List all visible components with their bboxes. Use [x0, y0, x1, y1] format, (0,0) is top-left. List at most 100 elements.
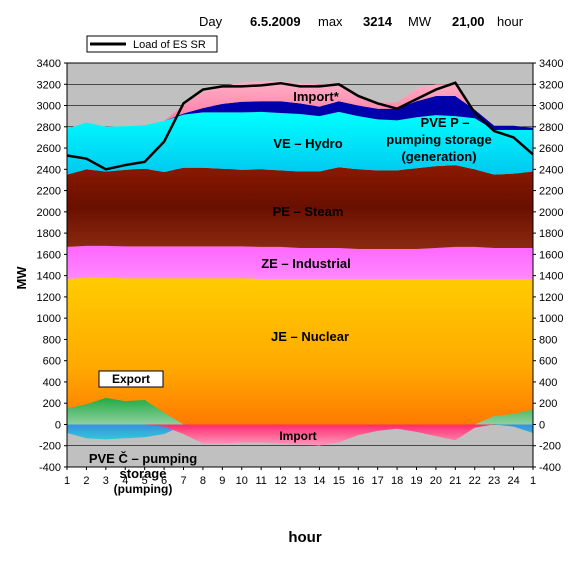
y-tick-label-right: 800 — [539, 334, 557, 346]
x-tick-label: 8 — [200, 475, 206, 487]
y-tick-label: 0 — [55, 419, 61, 431]
y-tick-label-right: 2400 — [539, 164, 563, 176]
max-label: max — [318, 14, 343, 29]
label-pvep-1: PVE P – — [421, 115, 470, 130]
y-tick-label: 3000 — [37, 101, 61, 113]
y-tick-label: 1000 — [37, 313, 61, 325]
load-line-group — [66, 81, 534, 171]
y-tick-label: 200 — [43, 398, 61, 410]
y-tick-label-right: 200 — [539, 398, 557, 410]
area-import-bottom — [67, 424, 533, 446]
hour-label: hour — [497, 14, 524, 29]
stacked-areas — [67, 81, 533, 446]
label-pvec-3: (pumping) — [114, 482, 173, 496]
y-tick-label: 2600 — [37, 143, 61, 155]
label-nuclear: JE – Nuclear — [271, 329, 349, 344]
label-pvep-2: pumping storage — [386, 132, 491, 147]
y-tick-label: 1800 — [37, 228, 61, 240]
y-tick-label: 1200 — [37, 292, 61, 304]
label-pvep-3: (generation) — [401, 149, 476, 164]
x-tick-label: 1 — [64, 475, 70, 487]
area-pve — [67, 95, 533, 130]
y-tick-label-right: -200 — [539, 441, 561, 453]
x-tick-label: 5 — [142, 475, 148, 487]
y-tick-label: 2200 — [37, 186, 61, 198]
label-steam: PE – Steam — [273, 204, 344, 219]
area-export — [67, 397, 533, 425]
x-tick-label: 14 — [313, 475, 325, 487]
max-value: 3214 — [363, 14, 392, 29]
y-tick-label: 1600 — [37, 249, 61, 261]
y-tick-label: 3400 — [37, 58, 61, 70]
legend-label: Load of ES SR — [133, 39, 206, 51]
y-tick-label-right: 3000 — [539, 101, 563, 113]
x-tick-label: 17 — [372, 475, 384, 487]
y-tick-label-right: 2200 — [539, 186, 563, 198]
y-tick-label: 3200 — [37, 79, 61, 91]
area-ze — [67, 245, 533, 279]
y-tick-label-right: 600 — [539, 356, 557, 368]
x-tick-label: 12 — [274, 475, 286, 487]
x-axis-title: hour — [288, 529, 321, 546]
label-export: Export — [112, 372, 150, 386]
y-tick-label-right: 2000 — [539, 207, 563, 219]
y-tick-label: 600 — [43, 356, 61, 368]
y-tick-label-right: 400 — [539, 377, 557, 389]
y-tick-label-right: 1400 — [539, 271, 563, 283]
x-tick-label: 4 — [122, 475, 128, 487]
x-tick-label: 23 — [488, 475, 500, 487]
y-tick-label: -400 — [39, 462, 61, 474]
y-tick-label-right: 2600 — [539, 143, 563, 155]
x-tick-label: 13 — [294, 475, 306, 487]
y-tick-label-right: 1800 — [539, 228, 563, 240]
x-tick-label: 16 — [352, 475, 364, 487]
area-import* — [67, 81, 533, 129]
x-tick-label: 18 — [391, 475, 403, 487]
label-import-bottom: Import — [279, 429, 316, 443]
export-label-box — [98, 370, 164, 388]
y-tick-label-right: 3200 — [539, 79, 563, 91]
y-tick-label: 2000 — [37, 207, 61, 219]
label-pvec-2: storage — [120, 466, 167, 481]
y-axis-left: -400 -200 0 200 400 600 800 1000 1200 1400 1600 180… — [37, 58, 67, 474]
y-tick-label: 2400 — [37, 164, 61, 176]
annotations: Import* PVE P – pumping storage (generation… — [89, 89, 492, 496]
label-pvec-1: PVE Č – pumping — [89, 451, 197, 466]
day-label: Day — [199, 14, 223, 29]
x-tick-label: 7 — [180, 475, 186, 487]
x-tick-label: 10 — [236, 475, 248, 487]
y-tick-label-right: 1200 — [539, 292, 563, 304]
date-value: 6.5.2009 — [250, 14, 301, 29]
x-tick-label: 22 — [469, 475, 481, 487]
x-axis: 1 2 3 4 5 6 7 8 9 10 11 12 13 14 15 16 17 18 19 20 21 22 23 24 1 — [64, 467, 536, 487]
area-ve — [67, 111, 533, 175]
hour-value: 21,00 — [452, 14, 485, 29]
x-tick-label: 11 — [255, 475, 266, 487]
area-pumping — [67, 424, 533, 440]
label-industrial: ZE – Industrial — [261, 256, 351, 271]
y-tick-label-right: 1600 — [539, 249, 563, 261]
y-tick-label: 1400 — [37, 271, 61, 283]
load-line — [66, 81, 534, 171]
area-pe — [67, 165, 533, 250]
y-tick-label-right: 1000 — [539, 313, 563, 325]
y-tick-label: 2800 — [37, 122, 61, 134]
x-tick-label: 24 — [507, 475, 519, 487]
legend-box — [86, 35, 218, 53]
x-tick-label: 19 — [410, 475, 422, 487]
y-axis-right: -400 -200 0 200 400 600 800 1000 1200 1400 1600 180… — [533, 58, 563, 474]
y-tick-label-right: 0 — [539, 419, 545, 431]
x-tick-label: 6 — [161, 475, 167, 487]
legend: Load of ES SR — [86, 35, 218, 53]
x-tick-label: 3 — [103, 475, 109, 487]
unit-label: MW — [408, 14, 432, 29]
y-axis-title: MW — [14, 266, 29, 290]
x-tick-label: 2 — [83, 475, 89, 487]
label-hydro: VE – Hydro — [273, 136, 342, 151]
area-je — [67, 277, 533, 425]
y-tick-label: 400 — [43, 377, 61, 389]
x-tick-label: 9 — [219, 475, 225, 487]
y-tick-label-right: 2800 — [539, 122, 563, 134]
x-tick-label: 1 — [530, 475, 536, 487]
